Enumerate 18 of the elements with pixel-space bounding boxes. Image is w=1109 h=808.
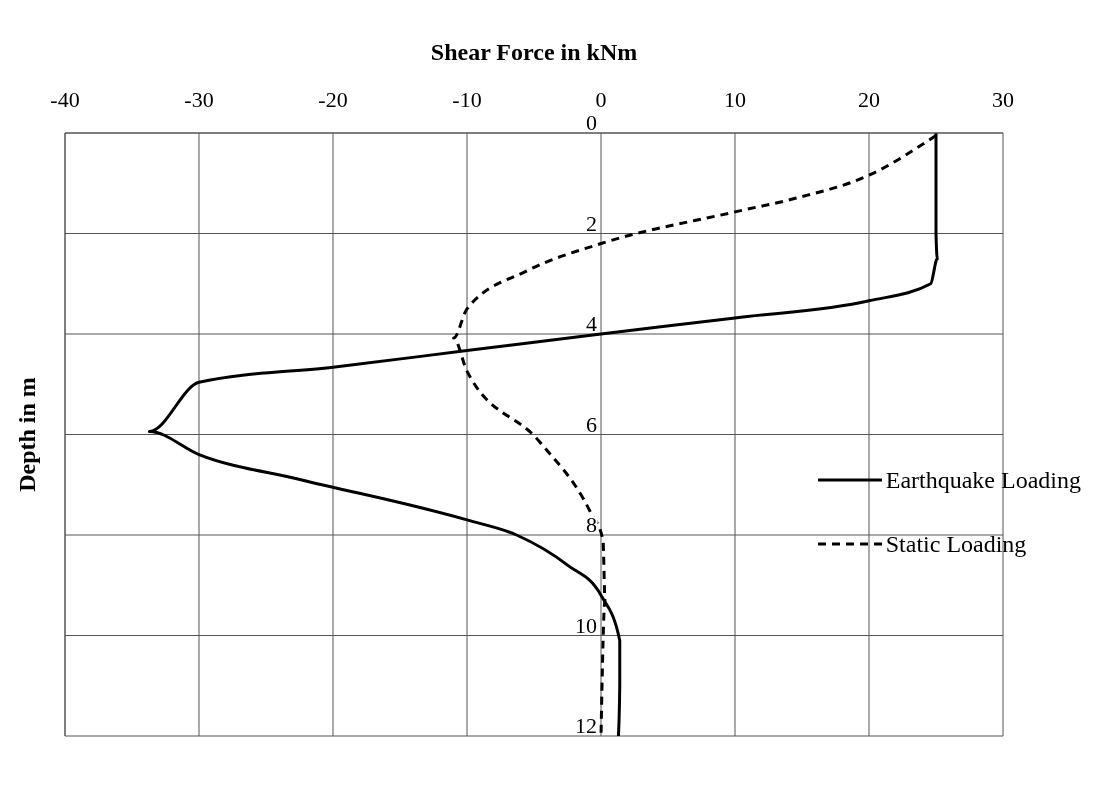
x-tick-label: -10	[452, 87, 482, 112]
y-tick-label: 4	[586, 311, 597, 336]
x-tick-label: -40	[50, 87, 80, 112]
x-tick-label: 30	[992, 87, 1014, 112]
y-tick-label: 8	[586, 512, 597, 537]
y-tick-label: 10	[575, 612, 597, 638]
x-tick-label: 20	[858, 87, 880, 112]
x-axis-title: Shear Force in kNm	[430, 39, 638, 66]
y-tick-label: 0	[586, 110, 597, 135]
legend-label: Static Loading	[885, 530, 1027, 558]
y-axis-title: Depth in m	[13, 377, 40, 492]
y-tick-label: 6	[586, 411, 597, 437]
y-tick-label: 2	[586, 210, 597, 236]
x-tick-label: -20	[318, 87, 348, 112]
x-tick-label: -30	[184, 87, 214, 112]
legend-label: Earthquake Loading	[885, 466, 1081, 494]
y-tick-label: 12	[575, 713, 597, 738]
x-tick-label: 10	[724, 87, 746, 112]
